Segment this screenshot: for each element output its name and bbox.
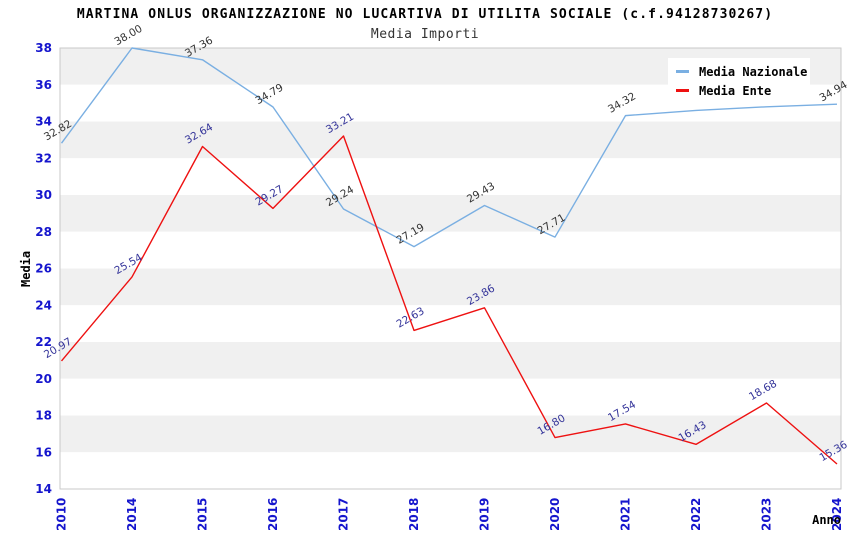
legend-swatch-icon: [676, 70, 689, 73]
y-tick-label: 36: [35, 78, 52, 92]
grid-band: [60, 268, 841, 306]
x-tick-label: 2017: [337, 498, 351, 531]
y-tick-label: 16: [35, 445, 52, 459]
y-tick-label: 34: [35, 115, 52, 129]
grid-band: [60, 231, 841, 269]
legend-item-media-nazionale: Media Nazionale: [676, 62, 810, 81]
series-line-media-ente: [60, 135, 838, 465]
grid-band: [60, 121, 841, 159]
grid-band: [60, 378, 841, 416]
y-tick-label: 20: [35, 372, 52, 386]
x-tick-label: 2015: [196, 498, 210, 531]
y-tick-label: 14: [35, 482, 52, 496]
y-tick-label: 38: [35, 41, 52, 55]
x-tick-label: 2021: [619, 498, 633, 531]
plot-border: [59, 47, 842, 490]
y-tick-label: 32: [35, 151, 52, 165]
chart-subtitle: Media Importi: [370, 27, 480, 42]
y-tick-label: 22: [35, 335, 52, 349]
x-tick-label: 2010: [55, 498, 69, 531]
series-line-media-nazionale: [60, 47, 838, 248]
y-tick-label: 30: [35, 188, 52, 202]
y-tick-label: 24: [35, 298, 52, 312]
legend-label: Media Ente: [699, 83, 772, 98]
x-axis-title: Anno: [812, 513, 841, 527]
data-label: 38.00: [112, 23, 144, 48]
x-tick-label: 2022: [689, 498, 703, 531]
y-axis-title: Media: [19, 251, 33, 287]
grid-band: [60, 342, 841, 379]
y-tick-label: 26: [35, 262, 52, 276]
x-tick-label: 2020: [548, 498, 562, 531]
grid-band: [60, 195, 841, 232]
x-tick-label: 2018: [407, 498, 421, 531]
grid-band: [60, 452, 841, 489]
y-tick-label: 18: [35, 409, 52, 423]
legend-swatch-icon: [676, 89, 689, 92]
y-tick-label: 28: [35, 225, 52, 239]
grid-band: [60, 305, 841, 342]
x-tick-label: 2014: [125, 498, 139, 531]
x-tick-label: 2024: [830, 498, 844, 531]
chart-title: MARTINA ONLUS ORGANIZZAZIONE NO LUCARTIV…: [76, 7, 774, 22]
legend-label: Media Nazionale: [699, 64, 808, 79]
grid-band: [60, 415, 841, 453]
grid-band: [60, 158, 841, 195]
x-tick-label: 2019: [478, 498, 492, 531]
x-tick-label: 2023: [760, 498, 774, 531]
x-tick-label: 2016: [266, 498, 280, 531]
legend: Media Nazionale Media Ente: [668, 58, 810, 104]
legend-item-media-ente: Media Ente: [676, 81, 810, 100]
